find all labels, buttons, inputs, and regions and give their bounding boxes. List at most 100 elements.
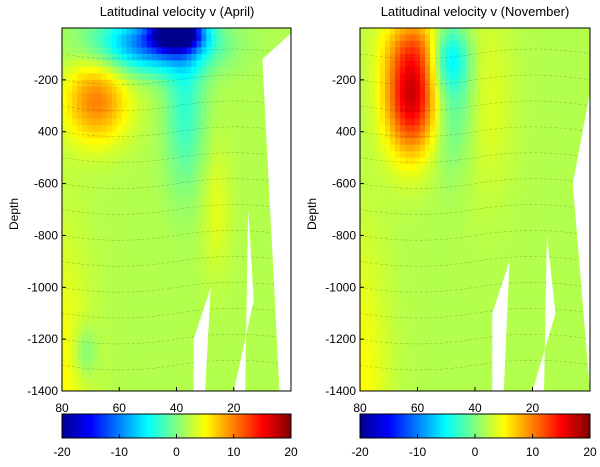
heatmap-cell	[221, 170, 227, 178]
heatmap-cell	[126, 40, 133, 49]
heatmap-cell	[231, 170, 237, 178]
heatmap-cell	[435, 300, 441, 308]
heatmap-cell	[520, 34, 526, 42]
heatmap-cell	[365, 267, 371, 275]
heatmap-cell	[555, 339, 561, 347]
heatmap-cell	[76, 248, 83, 256]
heatmap-cell	[445, 66, 451, 74]
heatmap-cell	[570, 293, 576, 301]
heatmap-cell	[136, 118, 143, 126]
heatmap-cell	[470, 248, 476, 256]
heatmap-cell	[385, 300, 391, 308]
heatmap-cell	[540, 254, 546, 262]
y-tick-label: -200	[34, 73, 58, 87]
heatmap-cell	[555, 248, 561, 256]
heatmap-cell	[480, 352, 486, 360]
heatmap-cell	[510, 339, 516, 347]
heatmap-cell	[510, 235, 516, 243]
heatmap-cell	[395, 300, 401, 308]
heatmap-cell	[256, 332, 262, 340]
heatmap-cell	[96, 332, 103, 340]
heatmap-cell	[251, 215, 257, 224]
heatmap-cell	[206, 248, 212, 256]
heatmap-cell	[226, 112, 232, 120]
heatmap-cell	[510, 274, 516, 282]
heatmap-cell	[136, 53, 143, 62]
heatmap-cell	[400, 112, 406, 120]
heatmap-cell	[440, 60, 446, 68]
heatmap-cell	[216, 112, 222, 120]
heatmap-cell	[365, 86, 371, 94]
heatmap-cell	[62, 339, 68, 347]
heatmap-cell	[470, 254, 476, 262]
heatmap-cell	[136, 73, 143, 81]
heatmap-cell	[201, 157, 207, 165]
heatmap-cell	[440, 183, 446, 191]
heatmap-cell	[415, 53, 421, 62]
heatmap-cell	[420, 358, 426, 366]
heatmap-cell	[365, 235, 371, 243]
heatmap-cell	[126, 287, 133, 295]
heatmap-cell	[575, 319, 581, 327]
heatmap-cell	[66, 99, 73, 107]
heatmap-cell	[261, 287, 267, 295]
heatmap-cell	[420, 274, 426, 282]
heatmap-cell	[81, 157, 88, 165]
heatmap-cell	[201, 40, 207, 49]
heatmap-cell	[166, 40, 173, 49]
heatmap-cell	[111, 280, 118, 288]
heatmap-cell	[455, 164, 461, 172]
heatmap-cell	[261, 248, 267, 256]
heatmap-cell	[176, 99, 183, 107]
heatmap-cell	[480, 157, 486, 165]
heatmap-cell	[560, 157, 566, 165]
heatmap-cell	[221, 332, 227, 340]
heatmap-cell	[111, 157, 118, 165]
heatmap-cell	[266, 378, 272, 386]
heatmap-cell	[101, 267, 108, 275]
heatmap-cell	[380, 112, 386, 120]
heatmap-cell	[475, 112, 481, 120]
heatmap-cell	[435, 118, 441, 126]
heatmap-cell	[111, 73, 118, 81]
heatmap-cell	[520, 222, 526, 230]
heatmap-cell	[62, 378, 68, 386]
heatmap-cell	[146, 144, 153, 152]
heatmap-cell	[151, 170, 158, 178]
heatmap-cell	[490, 79, 496, 87]
heatmap-cell	[530, 66, 536, 74]
heatmap-cell	[480, 190, 486, 198]
x-tick-label: 20	[227, 401, 241, 415]
heatmap-cell	[271, 326, 277, 334]
heatmap-cell	[510, 319, 516, 327]
heatmap-cell	[181, 164, 188, 172]
heatmap-cell	[156, 170, 163, 178]
heatmap-cell	[196, 209, 202, 217]
heatmap-cell	[540, 99, 546, 107]
heatmap-cell	[470, 196, 476, 204]
heatmap-cell	[241, 151, 247, 159]
heatmap-cell	[136, 47, 143, 55]
heatmap-cell	[86, 138, 93, 146]
heatmap-cell	[121, 118, 128, 126]
heatmap-cell	[520, 164, 526, 172]
heatmap-cell	[126, 151, 133, 159]
heatmap-cell	[121, 105, 128, 113]
heatmap-cell	[186, 131, 193, 139]
heatmap-cell	[256, 293, 262, 301]
heatmap-cell	[520, 235, 526, 243]
heatmap-cell	[365, 196, 371, 204]
heatmap-cell	[201, 300, 207, 308]
heatmap-cell	[181, 215, 188, 224]
heatmap-cell	[171, 261, 178, 269]
heatmap-cell	[535, 190, 541, 198]
heatmap-cell	[261, 170, 267, 178]
heatmap-cell	[261, 125, 267, 133]
heatmap-cell	[146, 34, 153, 42]
heatmap-cell	[231, 287, 237, 295]
heatmap-cell	[106, 92, 113, 100]
heatmap-cell	[385, 144, 391, 152]
heatmap-cell	[405, 326, 411, 334]
heatmap-cell	[520, 241, 526, 249]
heatmap-cell	[400, 319, 406, 327]
